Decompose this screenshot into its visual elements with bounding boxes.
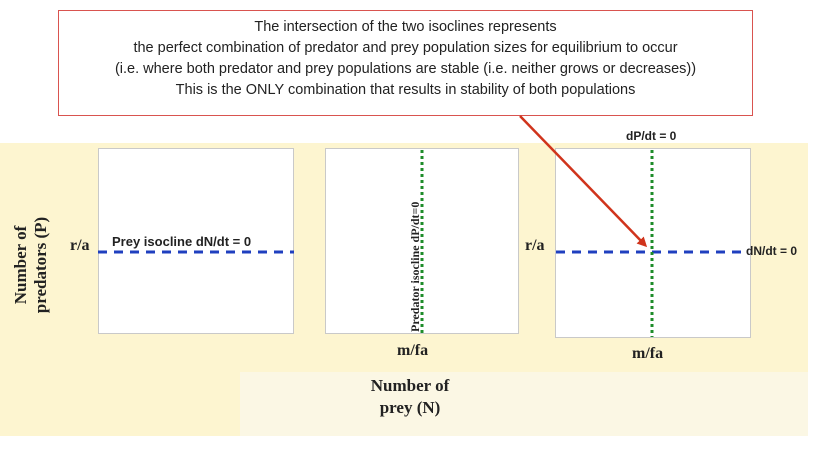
x-axis-label-line-1: Number of [370, 376, 450, 395]
panel3-right-label: dN/dt = 0 [746, 244, 798, 258]
panel1-y-tick: r/a [70, 237, 90, 254]
prey-isocline-label: Prey isocline dN/dt = 0 [112, 234, 252, 249]
panel2-x-tick: m/fa [397, 342, 429, 359]
callout-line-4: This is the ONLY combination that result… [175, 82, 636, 98]
callout-line-2: the perfect combination of predator and … [133, 40, 678, 56]
callout-line-1: The intersection of the two isoclines re… [254, 19, 557, 35]
panel3-y-tick: r/a [525, 237, 545, 254]
panel-prey-isocline [98, 148, 294, 334]
panel3-top-label: dP/dt = 0 [626, 129, 677, 143]
callout-line-3: (i.e. where both predator and prey popul… [114, 61, 697, 77]
callout-box: The intersection of the two isoclines re… [58, 10, 753, 116]
panel3-x-tick: m/fa [632, 345, 664, 362]
x-axis-label: Number of prey (N) [345, 375, 475, 419]
background-band-lower [240, 372, 808, 436]
callout-arrow [519, 115, 648, 248]
x-axis-label-line-2: prey (N) [379, 398, 441, 417]
